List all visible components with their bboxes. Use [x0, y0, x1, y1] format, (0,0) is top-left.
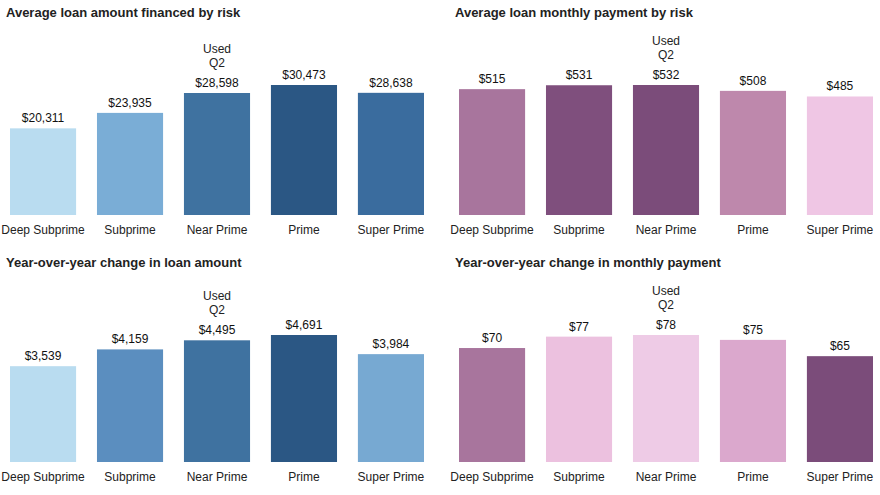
annotation: UsedQ2 [203, 42, 231, 70]
bar [459, 89, 525, 215]
data-label: $28,598 [195, 76, 239, 90]
chart-title: Year-over-year change in monthly payment [455, 255, 722, 270]
chart-title: Average loan amount financed by risk [6, 5, 241, 20]
bar [271, 335, 337, 462]
data-label: $77 [569, 320, 589, 334]
bar [358, 93, 424, 215]
category-label: Subprime [553, 470, 605, 484]
data-label: $515 [479, 72, 506, 86]
bars [459, 85, 873, 215]
category-label: Near Prime [636, 223, 697, 237]
bar [10, 128, 76, 215]
data-labels: $70 $77 $78 $75 $65 [482, 318, 850, 353]
bar [546, 85, 612, 215]
category-label: Super Prime [807, 470, 874, 484]
category-labels: Deep Subprime Subprime Near Prime Prime Supe… [1, 470, 424, 484]
bar [10, 366, 76, 462]
data-label: $4,495 [199, 323, 236, 337]
category-label: Prime [737, 470, 769, 484]
category-label: Subprime [553, 223, 605, 237]
bar [184, 340, 250, 462]
data-label: $28,638 [369, 76, 413, 90]
data-label: $65 [830, 339, 850, 353]
category-labels: Deep Subprime Subprime Near Prime Prime Supe… [450, 223, 873, 237]
category-label: Super Prime [358, 470, 425, 484]
bars [459, 335, 873, 462]
data-label: $485 [827, 79, 854, 93]
category-label: Deep Subprime [1, 223, 85, 237]
chart-title: Average loan monthly payment by risk [455, 5, 694, 20]
bar [807, 356, 873, 462]
bar-chart: Year-over-year change in loan amount $3,5… [1, 255, 424, 484]
bar-chart: Average loan amount financed by risk $20,… [1, 5, 424, 237]
data-label: $30,473 [282, 68, 326, 82]
category-labels: Deep Subprime Subprime Near Prime Prime Supe… [450, 470, 873, 484]
category-label: Super Prime [358, 223, 425, 237]
bar [633, 85, 699, 215]
chart-canvas: Average loan amount financed by risk $20,… [0, 0, 880, 495]
bar [184, 93, 250, 215]
bar [459, 348, 525, 462]
category-label: Prime [288, 470, 320, 484]
bar [97, 113, 163, 215]
data-label: $4,691 [286, 318, 323, 332]
bars [10, 335, 424, 462]
bar-chart: Average loan monthly payment by risk $515… [450, 5, 873, 237]
data-label: $508 [740, 74, 767, 88]
annotation: UsedQ2 [652, 34, 680, 62]
data-labels: $3,539 $4,159 $4,495 $4,691 $3,984 [25, 318, 410, 363]
data-label: $3,539 [25, 349, 62, 363]
data-label: $3,984 [373, 337, 410, 351]
data-labels: $515 $531 $532 $508 $485 [479, 68, 854, 93]
bar [97, 349, 163, 462]
data-label: $23,935 [108, 96, 152, 110]
chart-title: Year-over-year change in loan amount [6, 255, 242, 270]
data-label: $70 [482, 331, 502, 345]
category-label: Near Prime [636, 470, 697, 484]
data-label: $532 [653, 68, 680, 82]
bar [720, 91, 786, 215]
bars [10, 85, 424, 215]
bar [633, 335, 699, 462]
annotation: UsedQ2 [652, 284, 680, 312]
bar [807, 96, 873, 215]
data-label: $75 [743, 323, 763, 337]
category-labels: Deep Subprime Subprime Near Prime Prime Supe… [1, 223, 424, 237]
category-label: Deep Subprime [1, 470, 85, 484]
category-label: Subprime [104, 223, 156, 237]
category-label: Subprime [104, 470, 156, 484]
category-label: Deep Subprime [450, 223, 534, 237]
bar [271, 85, 337, 215]
category-label: Prime [737, 223, 769, 237]
category-label: Deep Subprime [450, 470, 534, 484]
annotation: UsedQ2 [203, 289, 231, 317]
category-label: Near Prime [187, 470, 248, 484]
bar [546, 337, 612, 462]
data-label: $531 [566, 68, 593, 82]
data-label: $20,311 [22, 111, 65, 125]
bar [358, 354, 424, 462]
data-label: $4,159 [112, 332, 149, 346]
category-label: Prime [288, 223, 320, 237]
data-labels: $20,311 $23,935 $28,598 $30,473 $28,638 [22, 68, 413, 125]
bar-chart: Year-over-year change in monthly payment… [450, 255, 873, 484]
data-label: $78 [656, 318, 676, 332]
category-label: Super Prime [807, 223, 874, 237]
category-label: Near Prime [187, 223, 248, 237]
bar [720, 340, 786, 462]
